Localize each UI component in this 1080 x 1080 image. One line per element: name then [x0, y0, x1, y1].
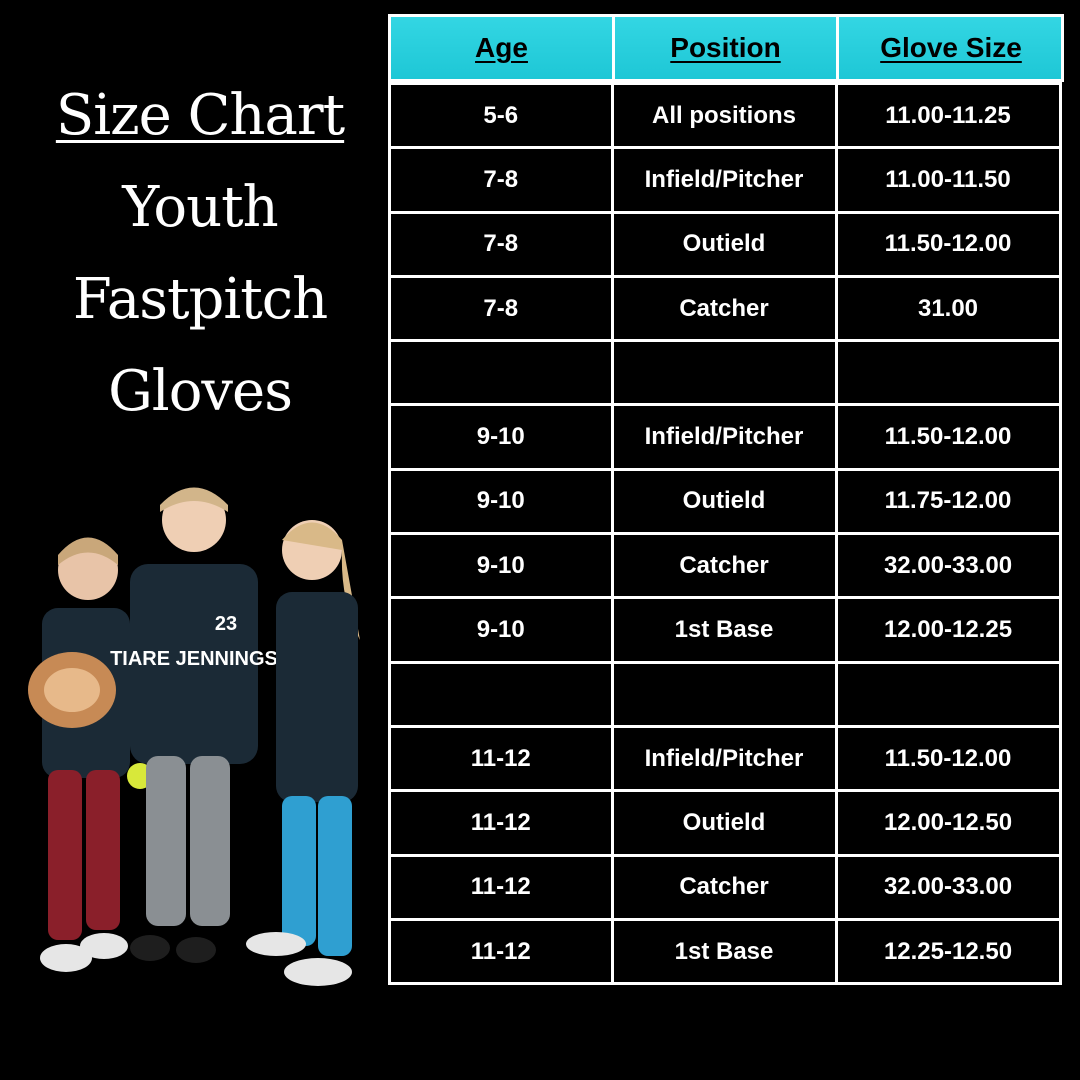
cell-age: 11-12 — [388, 789, 614, 857]
cell-glove-size: 32.00-33.00 — [834, 853, 1062, 921]
table-row: 7-8 Catcher 31.00 — [388, 274, 1064, 343]
table-row: 9-10 1st Base 12.00-12.25 — [388, 596, 1064, 664]
cell-age: 11-12 — [388, 917, 614, 986]
table-row: 11-12 Outield 12.00-12.50 — [388, 789, 1064, 857]
cell-age: 9-10 — [388, 467, 614, 536]
cell-position: 1st Base — [610, 596, 838, 664]
cell-glove-size — [834, 660, 1062, 728]
cell-position: Infield/Pitcher — [610, 146, 838, 214]
cell-position: 1st Base — [610, 917, 838, 986]
table-row: 7-8 Outield 11.50-12.00 — [388, 210, 1064, 278]
cell-age: 5-6 — [388, 82, 614, 150]
cell-glove-size: 11.00-11.50 — [834, 146, 1062, 214]
header-glove-size: Glove Size — [880, 32, 1022, 63]
header-age: Age — [391, 17, 615, 79]
cell-age — [388, 660, 614, 728]
table-row — [388, 339, 1064, 407]
title-gloves: Gloves — [108, 359, 293, 424]
cell-position: All positions — [610, 82, 838, 150]
table-body: 5-6 All positions 11.00-11.25 7-8 Infield/Pi… — [388, 82, 1064, 986]
table-row: 9-10 Catcher 32.00-33.00 — [388, 532, 1064, 600]
cell-glove-size: 11.50-12.00 — [834, 724, 1062, 793]
title-fastpitch: Fastpitch — [72, 267, 328, 332]
cell-glove-size: 12.00-12.25 — [834, 596, 1062, 664]
cell-glove-size — [834, 339, 1062, 407]
cell-age: 11-12 — [388, 724, 614, 793]
cell-glove-size: 31.00 — [834, 274, 1062, 343]
cell-age: 7-8 — [388, 210, 614, 278]
cell-position — [610, 339, 838, 407]
header-position: Position — [615, 17, 839, 79]
player-right — [246, 520, 360, 986]
table-row — [388, 660, 1064, 728]
table-row: 9-10 Infield/Pitcher 11.50-12.00 — [388, 403, 1064, 471]
table-row: 7-8 Infield/Pitcher 11.00-11.50 — [388, 146, 1064, 214]
cell-position: Catcher — [610, 532, 838, 600]
cell-position: Infield/Pitcher — [610, 724, 838, 793]
table-header: Age Position Glove Size — [388, 14, 1064, 82]
player-middle: TIARE JENNINGS 23 — [110, 487, 278, 963]
cell-age — [388, 339, 614, 407]
cell-age: 9-10 — [388, 532, 614, 600]
player-left — [28, 537, 130, 972]
cell-glove-size: 32.00-33.00 — [834, 532, 1062, 600]
cell-age: 11-12 — [388, 853, 614, 921]
table-row: 5-6 All positions 11.00-11.25 — [388, 82, 1064, 150]
title-youth: Youth — [122, 175, 278, 240]
cell-age: 9-10 — [388, 403, 614, 471]
shirt-name: TIARE JENNINGS — [110, 648, 278, 670]
players-photo: TIARE JENNINGS 23 — [28, 487, 360, 986]
cell-glove-size: 11.75-12.00 — [834, 467, 1062, 536]
cell-glove-size: 12.00-12.50 — [834, 789, 1062, 857]
shirt-number: 23 — [215, 613, 237, 635]
table-row: 9-10 Outield 11.75-12.00 — [388, 467, 1064, 536]
table-row: 11-12 Infield/Pitcher 11.50-12.00 — [388, 724, 1064, 793]
size-chart-table: Age Position Glove Size 5-6 All positions… — [388, 14, 1064, 986]
cell-position — [610, 660, 838, 728]
title-size-chart: Size Chart — [55, 83, 345, 148]
cell-position: Outield — [610, 467, 838, 536]
cell-position: Infield/Pitcher — [610, 403, 838, 471]
cell-glove-size: 11.00-11.25 — [834, 82, 1062, 150]
table-row: 11-12 1st Base 12.25-12.50 — [388, 917, 1064, 986]
cell-glove-size: 12.25-12.50 — [834, 917, 1062, 986]
cell-position: Outield — [610, 210, 838, 278]
cell-glove-size: 11.50-12.00 — [834, 210, 1062, 278]
title-block: Size Chart Youth Fastpitch Gloves — [30, 70, 370, 438]
cell-age: 7-8 — [388, 274, 614, 343]
table-row: 11-12 Catcher 32.00-33.00 — [388, 853, 1064, 921]
cell-position: Catcher — [610, 274, 838, 343]
cell-position: Catcher — [610, 853, 838, 921]
cell-position: Outield — [610, 789, 838, 857]
cell-age: 7-8 — [388, 146, 614, 214]
cell-glove-size: 11.50-12.00 — [834, 403, 1062, 471]
cell-age: 9-10 — [388, 596, 614, 664]
